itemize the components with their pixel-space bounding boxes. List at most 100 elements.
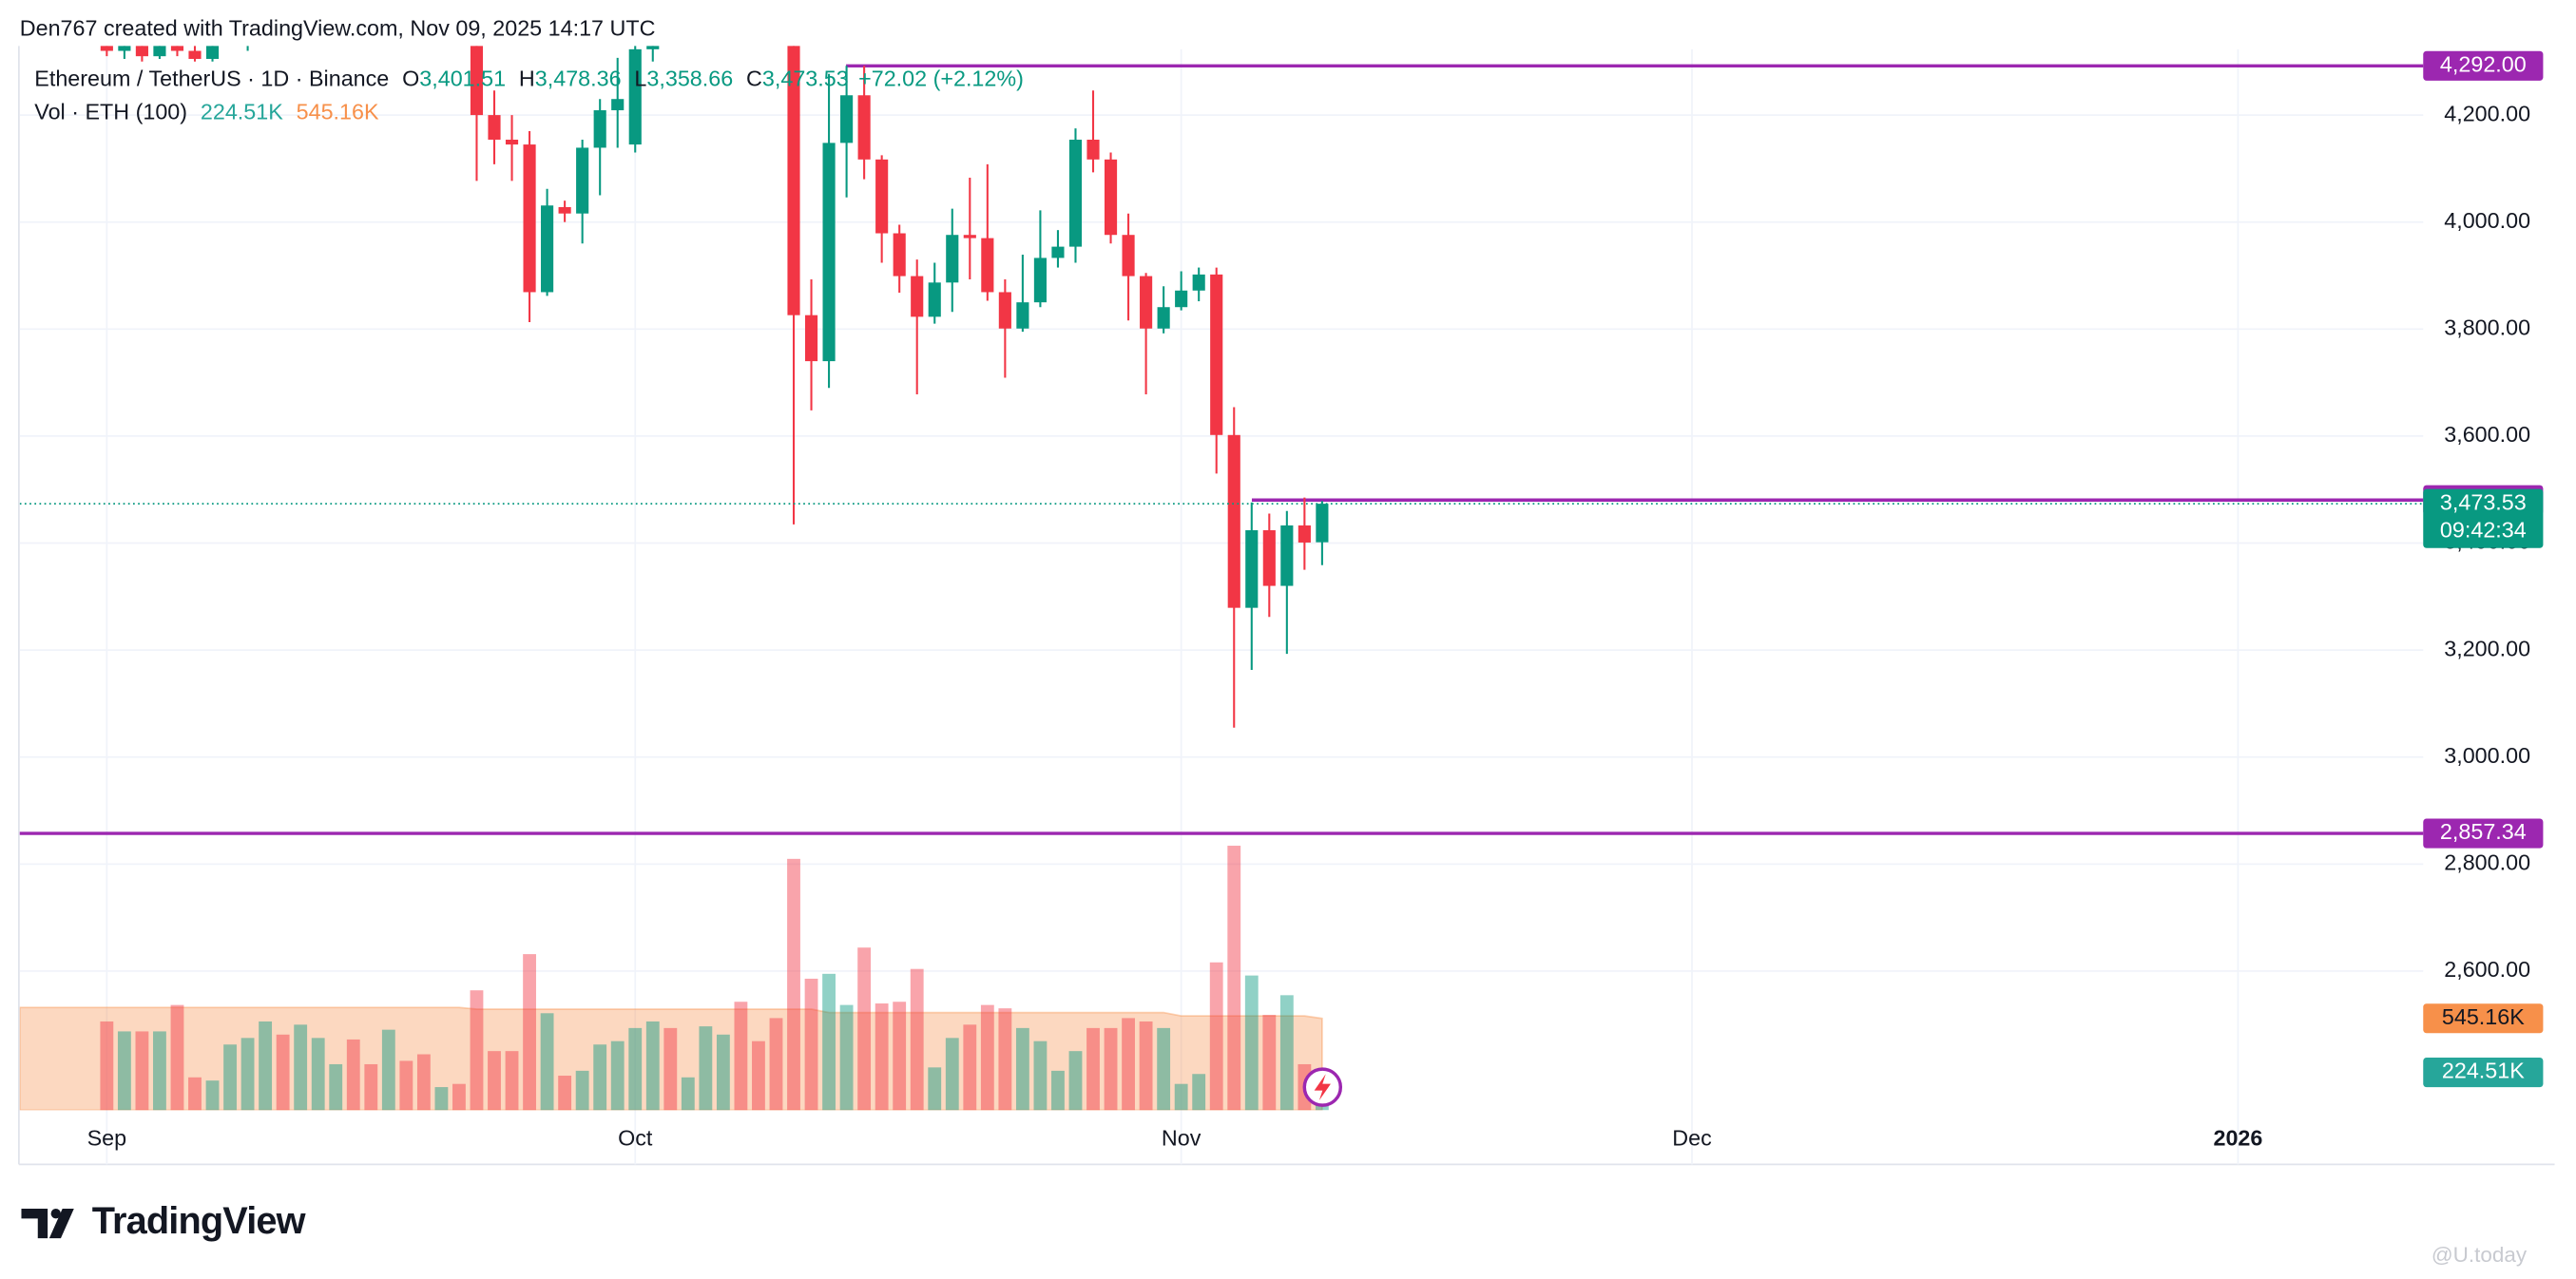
candle-body (1298, 525, 1311, 543)
legend-text: Vol · ETH (100) (34, 99, 187, 124)
candle-body (523, 144, 536, 293)
volume-bar (593, 1044, 607, 1111)
candle-body (118, 46, 131, 51)
volume-last-label: 224.51K (2442, 1059, 2525, 1083)
volume-bar (822, 973, 836, 1111)
candle-body (241, 0, 254, 3)
volume-bar (416, 1054, 431, 1111)
candle-body (505, 140, 519, 145)
volume-bar (928, 1067, 942, 1111)
x-tick-label: Oct (618, 1126, 653, 1151)
candle-body (928, 282, 941, 317)
candle-body (893, 233, 906, 277)
candle-body (576, 147, 589, 214)
candle-body (541, 205, 554, 293)
candle-body (1262, 530, 1276, 586)
volume-bar (1104, 1027, 1118, 1111)
volume-bar (699, 1026, 713, 1111)
candle-body (963, 235, 976, 239)
volume-bar (505, 1051, 519, 1111)
volume-bar (1033, 1040, 1048, 1111)
candle-body (558, 206, 571, 214)
volume-bar (1244, 975, 1259, 1111)
volume-bar (875, 1003, 889, 1111)
candles (19, 0, 2424, 728)
x-tick-label: 2026 (2213, 1126, 2262, 1151)
candle-body (1016, 302, 1029, 329)
volume-bar (558, 1076, 572, 1111)
legend: Ethereum / TetherUS · 1D · Binance O3,401… (34, 67, 1024, 124)
volume-bar (540, 1013, 554, 1111)
volume-last-box (2423, 1058, 2544, 1088)
volume-bar (1279, 995, 1294, 1111)
candle-body (822, 143, 836, 362)
legend-text: 3,358.66 (646, 67, 733, 91)
volume-bar (1086, 1027, 1100, 1111)
legend-line: Vol · ETH (100) 224.51K 545.16K (34, 99, 379, 124)
volume-bar (523, 954, 536, 1111)
candle-body (1210, 274, 1223, 435)
volume-bar (628, 1027, 643, 1111)
candle-body (100, 46, 113, 51)
volume-bar (910, 968, 924, 1111)
legend-text: 224.51K (201, 99, 283, 124)
volume-bar (752, 1040, 765, 1111)
candle-body (1140, 276, 1153, 329)
volume-ma-box (2423, 1003, 2544, 1034)
volume-bar (734, 1002, 748, 1111)
volume-bar (434, 1087, 449, 1111)
levels (19, 64, 2424, 835)
candle-body (1175, 290, 1188, 308)
volume-bar (240, 1038, 255, 1111)
volume-bar (381, 1029, 395, 1111)
volume-bar (1174, 1083, 1188, 1111)
level-label: 4,292.00 (2440, 51, 2527, 76)
candle-body (1104, 159, 1118, 236)
last-price-label: 3,473.53 (2440, 489, 2527, 514)
level-label: 2,857.34 (2440, 819, 2527, 844)
y-tick-label: 3,000.00 (2444, 743, 2530, 768)
candle-body (611, 99, 625, 111)
legend-text: L (634, 67, 646, 91)
candle-body (488, 115, 501, 141)
candle-body (135, 46, 148, 57)
candle-body (593, 110, 606, 148)
x-tick-label: Nov (1162, 1126, 1201, 1151)
volume-bar (294, 1024, 308, 1111)
candle-body (1122, 235, 1135, 277)
candle-body (470, 46, 484, 116)
volume-bar (1227, 846, 1241, 1111)
candle-body (1051, 246, 1065, 258)
y-tick-label: 2,600.00 (2444, 957, 2530, 982)
volume-bar (153, 1031, 166, 1111)
y-tick-label: 3,600.00 (2444, 422, 2530, 447)
volume-bar (117, 1031, 131, 1111)
volume-bar (100, 1021, 114, 1111)
y-tick-label: 4,000.00 (2444, 208, 2530, 233)
level-label-box (2423, 818, 2544, 849)
volume-bar (663, 1027, 678, 1111)
candle-body (804, 315, 818, 362)
y-tick-label: 3,200.00 (2444, 636, 2530, 660)
volume-bar (364, 1063, 378, 1111)
axes: Sep Oct Nov Dec 2026 2,600.00 2,800.00 3,000.00… (87, 50, 2544, 1151)
candle-body (946, 235, 959, 283)
x-tick-label: Dec (1672, 1126, 1712, 1151)
candle-body (787, 46, 800, 315)
attribution: Den767 created with TradingView.com, Nov… (20, 15, 656, 40)
volume-pane (19, 846, 1329, 1111)
volume-bar (681, 1077, 695, 1111)
candle-body (188, 50, 202, 59)
legend-text: O (402, 67, 419, 91)
volume-bar (188, 1077, 202, 1111)
candle-body (170, 46, 184, 51)
candle-body (1086, 140, 1100, 160)
volume-bar (1051, 1070, 1065, 1111)
volume-bar (1068, 1051, 1083, 1111)
volume-bar (998, 1008, 1012, 1111)
volume-bar (1139, 1021, 1153, 1111)
legend-text: 3,478.36 (535, 67, 622, 91)
x-tick-label: Sep (87, 1126, 127, 1151)
volume-bar (857, 947, 872, 1111)
